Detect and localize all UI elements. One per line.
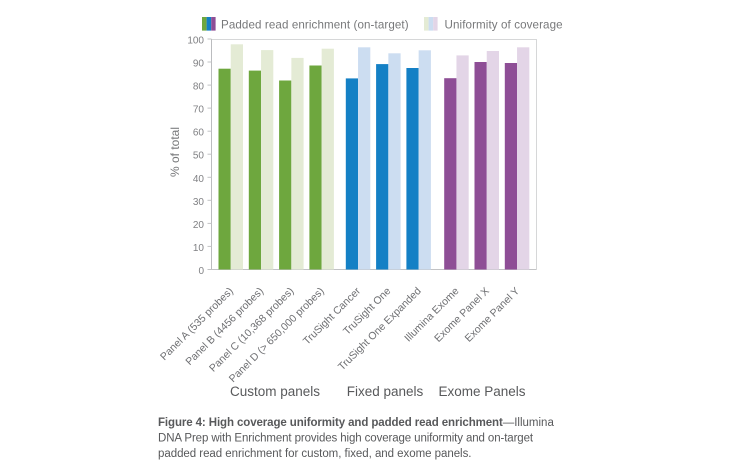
svg-text:20: 20 bbox=[193, 220, 205, 231]
svg-text:100: 100 bbox=[187, 36, 204, 47]
svg-text:0: 0 bbox=[198, 266, 204, 277]
svg-text:30: 30 bbox=[193, 197, 205, 208]
svg-text:Padded read enrichment (on-tar: Padded read enrichment (on-target) bbox=[221, 19, 409, 32]
svg-text:50: 50 bbox=[193, 151, 205, 162]
svg-text:Figure 4: High coverage unifor: Figure 4: High coverage uniformity and p… bbox=[158, 417, 554, 429]
svg-text:60: 60 bbox=[193, 128, 205, 139]
svg-text:Fixed panels: Fixed panels bbox=[347, 384, 424, 399]
svg-text:DNA Prep with Enrichment provi: DNA Prep with Enrichment provides high c… bbox=[158, 433, 534, 445]
svg-text:Custom panels: Custom panels bbox=[230, 384, 320, 399]
svg-text:40: 40 bbox=[193, 174, 205, 185]
svg-text:90: 90 bbox=[193, 59, 205, 70]
svg-text:Exome Panels: Exome Panels bbox=[438, 384, 525, 399]
svg-text:Exome Panel Y: Exome Panel Y bbox=[463, 285, 523, 345]
svg-text:70: 70 bbox=[193, 105, 205, 116]
svg-text:10: 10 bbox=[193, 243, 205, 254]
svg-text:Uniformity of coverage: Uniformity of coverage bbox=[445, 19, 563, 32]
svg-text:padded read enrichment for cus: padded read enrichment for custom, fixed… bbox=[158, 448, 471, 460]
svg-text:% of total: % of total bbox=[168, 127, 182, 177]
svg-text:80: 80 bbox=[193, 82, 205, 93]
